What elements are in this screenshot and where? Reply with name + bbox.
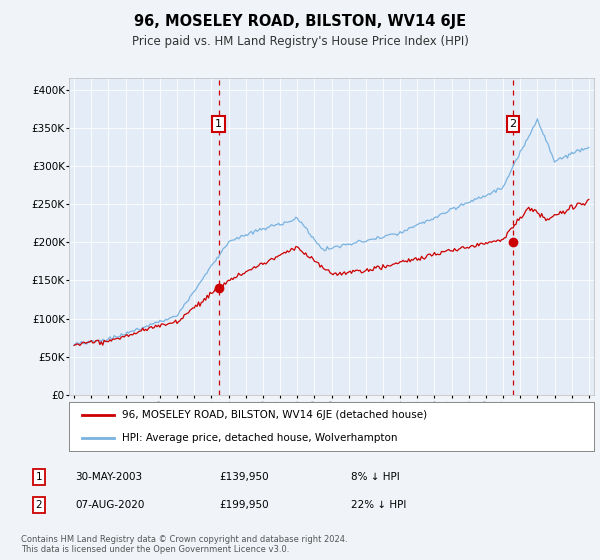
Text: Contains HM Land Registry data © Crown copyright and database right 2024.
This d: Contains HM Land Registry data © Crown c… xyxy=(21,535,347,554)
Text: 2: 2 xyxy=(509,119,517,129)
Text: 1: 1 xyxy=(215,119,222,129)
Text: £199,950: £199,950 xyxy=(219,500,269,510)
Text: 96, MOSELEY ROAD, BILSTON, WV14 6JE: 96, MOSELEY ROAD, BILSTON, WV14 6JE xyxy=(134,14,466,29)
Text: 30-MAY-2003: 30-MAY-2003 xyxy=(75,472,142,482)
Text: 2: 2 xyxy=(35,500,43,510)
Text: £139,950: £139,950 xyxy=(219,472,269,482)
Text: 1: 1 xyxy=(35,472,43,482)
Text: Price paid vs. HM Land Registry's House Price Index (HPI): Price paid vs. HM Land Registry's House … xyxy=(131,35,469,48)
Text: HPI: Average price, detached house, Wolverhampton: HPI: Average price, detached house, Wolv… xyxy=(121,433,397,444)
Text: 07-AUG-2020: 07-AUG-2020 xyxy=(75,500,145,510)
Text: 22% ↓ HPI: 22% ↓ HPI xyxy=(351,500,406,510)
Text: 8% ↓ HPI: 8% ↓ HPI xyxy=(351,472,400,482)
Text: 96, MOSELEY ROAD, BILSTON, WV14 6JE (detached house): 96, MOSELEY ROAD, BILSTON, WV14 6JE (det… xyxy=(121,410,427,420)
